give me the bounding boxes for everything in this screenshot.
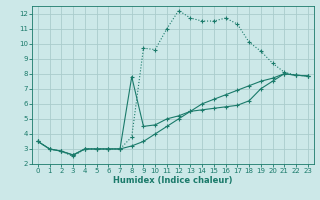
X-axis label: Humidex (Indice chaleur): Humidex (Indice chaleur): [113, 176, 233, 185]
